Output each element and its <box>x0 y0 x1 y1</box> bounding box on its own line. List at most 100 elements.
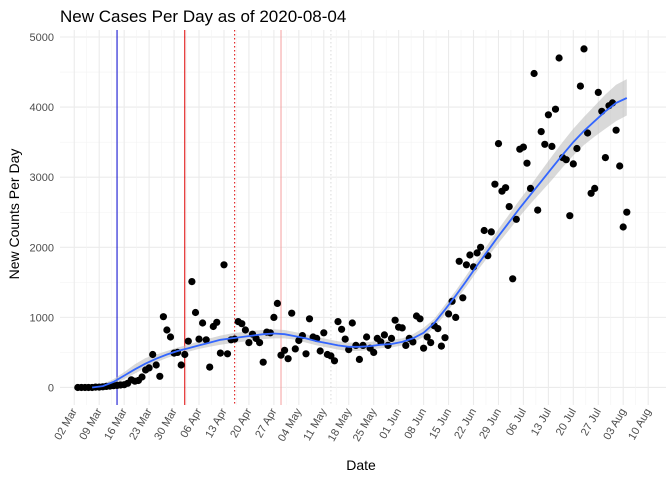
data-point <box>152 361 160 369</box>
data-point <box>166 333 175 341</box>
data-point <box>223 350 232 358</box>
data-point <box>305 315 314 323</box>
data-point <box>505 203 513 211</box>
data-point <box>580 45 588 53</box>
data-point <box>149 350 157 359</box>
y-tick-labels: 0 1000 2000 3000 4000 5000 <box>30 32 54 394</box>
data-point <box>159 313 167 321</box>
data-point <box>199 319 207 327</box>
data-point <box>345 346 353 354</box>
data-point <box>177 361 185 369</box>
data-point <box>259 358 267 366</box>
data-point <box>601 154 610 162</box>
smooth-line-layer <box>91 97 628 389</box>
data-point <box>416 315 424 323</box>
data-point <box>384 341 392 349</box>
x-tick-label: 20 Jul <box>554 406 579 437</box>
y-tick-label: 3000 <box>30 172 54 184</box>
x-tick-label: 16 Mar <box>102 406 130 442</box>
data-point <box>216 349 224 357</box>
data-point <box>459 294 467 302</box>
data-point <box>523 159 531 167</box>
data-point <box>555 54 563 62</box>
data-point <box>316 347 324 355</box>
x-tick-label: 29 Jun <box>477 407 504 442</box>
data-point <box>398 324 406 332</box>
data-point <box>188 278 196 286</box>
data-point <box>195 335 203 343</box>
data-point <box>512 215 520 223</box>
data-point <box>184 337 192 345</box>
y-tick-label: 5000 <box>30 32 54 44</box>
x-tick-label: 02 Mar <box>52 406 80 442</box>
data-point <box>623 208 631 216</box>
data-point <box>619 223 627 231</box>
data-point <box>537 128 545 136</box>
x-tick-label: 27 Jul <box>579 407 604 438</box>
x-tick-label: 30 Mar <box>152 406 180 442</box>
data-point <box>338 325 346 333</box>
data-point <box>573 144 581 153</box>
data-point <box>455 257 463 265</box>
y-tick-label: 4000 <box>30 102 54 114</box>
data-point <box>487 228 495 236</box>
data-point <box>156 372 164 380</box>
data-point <box>302 350 310 358</box>
data-point <box>341 335 349 343</box>
x-tick-label: 13 Apr <box>203 406 229 440</box>
data-point <box>284 355 292 363</box>
data-point <box>288 309 296 317</box>
data-point <box>320 329 328 337</box>
data-point <box>612 126 620 134</box>
data-point <box>220 261 228 269</box>
data-point <box>334 318 342 326</box>
x-tick-label: 10 Aug <box>626 407 654 443</box>
data-point <box>213 318 221 326</box>
x-tick-label: 06 Jul <box>504 406 529 437</box>
data-point <box>494 140 503 148</box>
data-point <box>423 333 431 341</box>
data-point <box>519 143 528 151</box>
data-point <box>330 357 339 365</box>
data-point <box>256 339 264 347</box>
data-point <box>544 111 553 119</box>
data-point <box>616 162 624 170</box>
data-point <box>480 226 488 235</box>
x-tick-label: 23 Mar <box>127 406 155 442</box>
data-point <box>462 261 470 269</box>
x-tick-label: 22 Jun <box>452 406 479 441</box>
x-tick-label: 04 May <box>276 406 305 444</box>
y-tick-label: 1000 <box>30 312 54 324</box>
data-point <box>163 326 171 334</box>
data-point <box>569 160 577 168</box>
data-point <box>551 105 560 113</box>
data-point <box>526 184 535 192</box>
data-point <box>370 348 378 356</box>
data-point <box>530 69 538 78</box>
data-point <box>534 206 542 214</box>
x-tick-label: 08 Jun <box>402 407 429 442</box>
data-point <box>363 333 371 341</box>
data-point <box>270 313 278 321</box>
data-point <box>402 341 410 349</box>
data-point <box>420 344 428 352</box>
data-point <box>238 320 246 328</box>
data-point <box>291 345 299 353</box>
data-point <box>441 334 449 342</box>
data-point <box>206 363 214 371</box>
x-tick-label: 03 Aug <box>601 406 629 442</box>
data-point <box>437 342 445 350</box>
data-point <box>138 373 146 381</box>
data-point <box>576 82 585 90</box>
data-point <box>380 331 388 339</box>
data-point <box>584 129 592 137</box>
data-point <box>241 326 249 334</box>
data-point <box>466 251 474 259</box>
data-point <box>281 346 289 354</box>
x-tick-label: 25 May <box>351 406 380 444</box>
confidence-ribbon-layer <box>92 79 627 388</box>
data-point <box>541 140 549 148</box>
data-point <box>509 275 517 283</box>
